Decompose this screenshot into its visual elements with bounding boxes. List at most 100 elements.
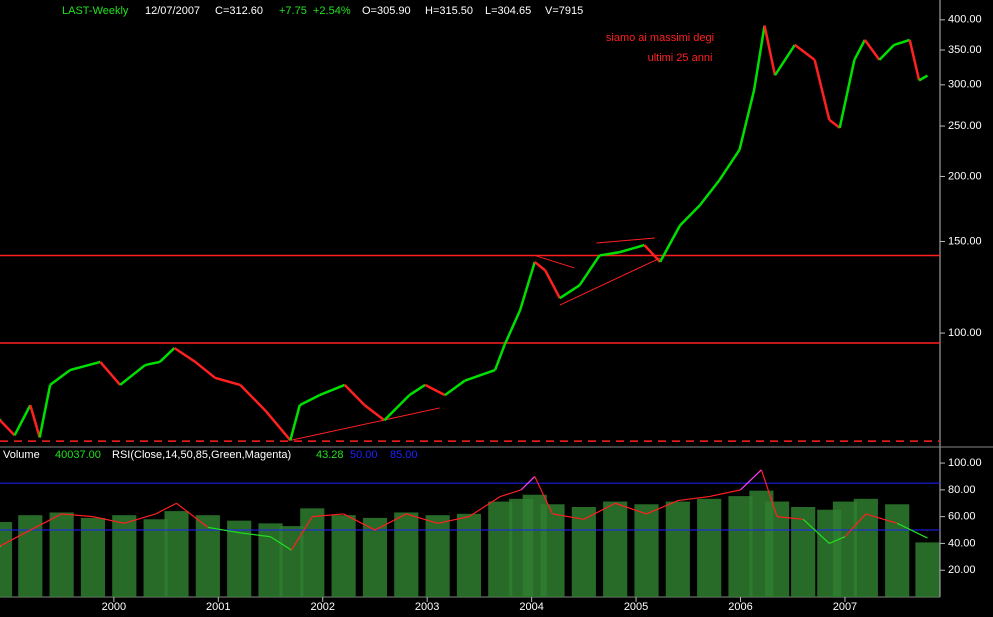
volume-bar	[143, 519, 168, 597]
rsi-segment	[520, 476, 536, 491]
volume-bar	[362, 517, 388, 597]
y-tick-label: 150.00	[948, 235, 982, 247]
rsi-segment	[312, 513, 344, 518]
trendline	[596, 237, 655, 244]
price-segment	[752, 25, 766, 91]
volume-bar	[456, 513, 482, 597]
price-segment	[853, 39, 866, 61]
rsi-segment	[896, 522, 928, 539]
rsi-segment	[777, 516, 804, 520]
volume-bar	[227, 520, 252, 597]
annotation: ultimi 25 anni	[648, 52, 713, 64]
price-segment	[658, 224, 682, 263]
volume-bar	[915, 542, 940, 597]
rsi-segment	[290, 516, 313, 551]
x-tick-label: 2000	[102, 601, 126, 613]
rsi-segment	[374, 513, 407, 531]
volume-bar	[300, 508, 325, 597]
volume-bar	[80, 517, 106, 597]
price-segment	[599, 251, 620, 257]
price-segment	[813, 59, 831, 121]
volume-bar	[540, 504, 565, 597]
rsi-segment	[207, 526, 240, 534]
price-segment	[918, 74, 929, 82]
annotation: siamo ai massimi degi	[606, 32, 714, 44]
price-segment	[559, 284, 581, 300]
price-segment	[878, 44, 895, 61]
volume-bar	[665, 501, 690, 597]
price-segment	[643, 244, 662, 263]
price-segment	[299, 393, 321, 407]
price-segment	[363, 404, 386, 422]
price-segment	[503, 309, 522, 346]
volume-bar	[697, 498, 722, 597]
price-segment	[718, 149, 741, 181]
price-segment	[908, 39, 921, 81]
volume-bar	[425, 515, 450, 597]
price-segment	[679, 204, 701, 227]
x-tick-label: 2006	[728, 601, 752, 613]
price-segment	[838, 59, 856, 129]
rsi-segment	[646, 500, 679, 515]
y-tick-label: 350.00	[948, 44, 982, 56]
volume-title: Volume	[3, 449, 40, 461]
price-segment	[464, 368, 496, 382]
rsi-segment	[406, 513, 438, 524]
y-tick-label: 300.00	[948, 79, 982, 91]
rsi-segment	[437, 516, 470, 524]
rsi-low-label: 50.00	[350, 449, 378, 461]
price-segment	[69, 360, 101, 372]
volume-bar	[791, 507, 816, 597]
y-tick-label: 250.00	[948, 120, 982, 132]
price-segment	[13, 404, 32, 436]
price-segment	[794, 43, 816, 61]
x-tick-label: 2007	[833, 601, 857, 613]
symbol: LAST-Weekly	[62, 5, 129, 17]
price-segment	[99, 361, 122, 386]
rsi-segment	[61, 513, 94, 518]
price-segment	[214, 376, 241, 387]
price-segment	[578, 254, 601, 286]
change-pct: +2.54%	[313, 5, 351, 17]
price-segment	[194, 360, 216, 379]
volume-bar	[603, 501, 628, 597]
price-segment	[619, 243, 645, 254]
volume-bar	[394, 512, 419, 597]
rsi-segment	[270, 536, 292, 551]
volume-bar	[571, 507, 596, 597]
volume-bar	[18, 515, 43, 597]
y2-tick-label: 60.00	[948, 511, 976, 523]
volume-bar	[853, 498, 878, 597]
date: 12/07/2007	[145, 5, 200, 17]
y2-tick-label: 100.00	[948, 457, 982, 469]
price-segment	[289, 404, 301, 441]
price-segment	[49, 369, 71, 386]
change: +7.75	[279, 5, 307, 17]
rsi-segment	[829, 536, 846, 544]
rsi-segment	[0, 529, 31, 547]
rsi-segment	[92, 516, 125, 524]
price-segment	[29, 404, 41, 438]
price-segment	[518, 261, 536, 311]
rsi-segment	[614, 502, 647, 515]
rsi-segment	[468, 496, 501, 518]
rsi-segment	[30, 513, 62, 531]
price-segment	[173, 346, 197, 364]
price-segment	[239, 384, 267, 412]
price-segment	[863, 39, 881, 61]
rsi-segment	[552, 513, 584, 520]
rsi-segment	[534, 476, 554, 515]
price-segment	[158, 347, 176, 363]
x-tick-label: 2005	[624, 601, 648, 613]
x-tick-label: 2002	[310, 601, 334, 613]
price-segment	[343, 384, 366, 406]
rsi-segment	[740, 469, 762, 491]
price-segment	[0, 419, 16, 437]
rsi-segment	[677, 495, 710, 502]
y2-tick-label: 40.00	[948, 537, 976, 549]
price-segment	[738, 89, 756, 151]
close: C=312.60	[215, 5, 263, 17]
y-tick-label: 200.00	[948, 170, 982, 182]
y-tick-label: 100.00	[948, 327, 982, 339]
